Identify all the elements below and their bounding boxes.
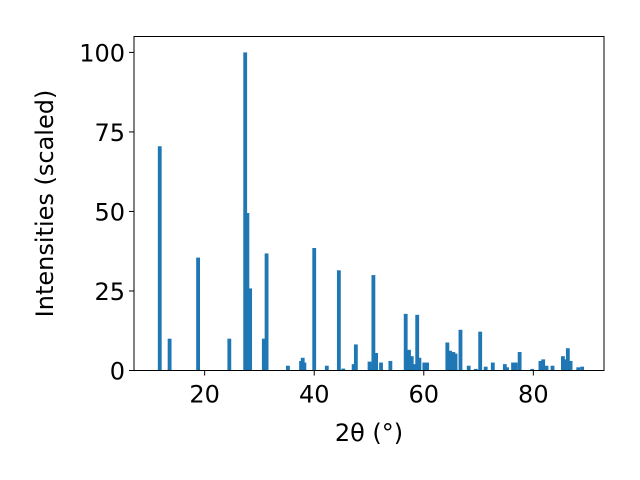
bar [490,362,495,371]
bar [245,213,250,371]
bar [561,356,565,371]
y-tick-label: 50 [94,198,125,226]
bar [374,353,379,371]
bar [422,362,427,371]
x-tick-label: 40 [299,381,330,409]
bar [264,253,269,371]
bar [530,368,535,371]
bar [511,362,515,371]
bar [458,329,463,371]
bar [517,352,522,371]
x-tick-label: 60 [409,381,440,409]
bar [466,365,471,371]
bar [568,360,573,371]
x-axis: 20 40 60 80 [189,370,549,409]
y-tick-label: 75 [94,119,125,147]
y-tick-label: 0 [110,358,125,386]
x-tick-label: 20 [189,381,220,409]
bar [505,367,509,371]
bar [425,362,429,371]
bar [351,364,356,371]
bar [243,52,248,371]
bar [324,365,329,371]
bar [448,350,452,371]
bar [407,349,411,371]
bar [379,362,383,371]
bar [261,338,266,371]
bar [196,257,200,371]
bar [502,364,507,371]
bar [576,367,581,371]
bar [550,365,555,371]
x-axis-label: 2θ (°) [335,419,403,447]
bar [336,270,341,371]
bar [286,365,290,371]
y-tick-label: 25 [94,278,125,306]
bar [341,368,346,371]
bar [451,352,456,371]
y-axis-label: Intensities (scaled) [31,90,59,318]
bar [541,359,546,371]
bar [415,314,420,371]
bar [417,357,422,371]
bar [565,348,570,371]
bar [157,146,162,371]
x-tick-label: 80 [518,381,549,409]
y-tick-label: 100 [79,39,125,67]
bar [367,361,372,371]
bar [371,275,376,371]
bar [353,344,358,371]
bar [312,248,317,371]
bar [544,365,549,371]
bar [563,359,568,371]
bar [388,360,393,371]
bar [412,364,417,371]
bar [453,353,458,371]
bar [538,360,543,371]
bar [409,356,414,371]
bar [478,331,483,371]
bar [403,313,408,371]
bar [248,288,253,371]
bar [513,362,518,371]
y-axis: 0 25 50 75 100 [79,39,134,386]
plot-frame [133,36,605,371]
bar [302,362,307,371]
bar [227,338,232,371]
bar [483,366,488,371]
bar [580,366,584,371]
bar [473,368,478,371]
bar [167,338,172,371]
bars-group [157,52,584,371]
bar [445,342,450,371]
